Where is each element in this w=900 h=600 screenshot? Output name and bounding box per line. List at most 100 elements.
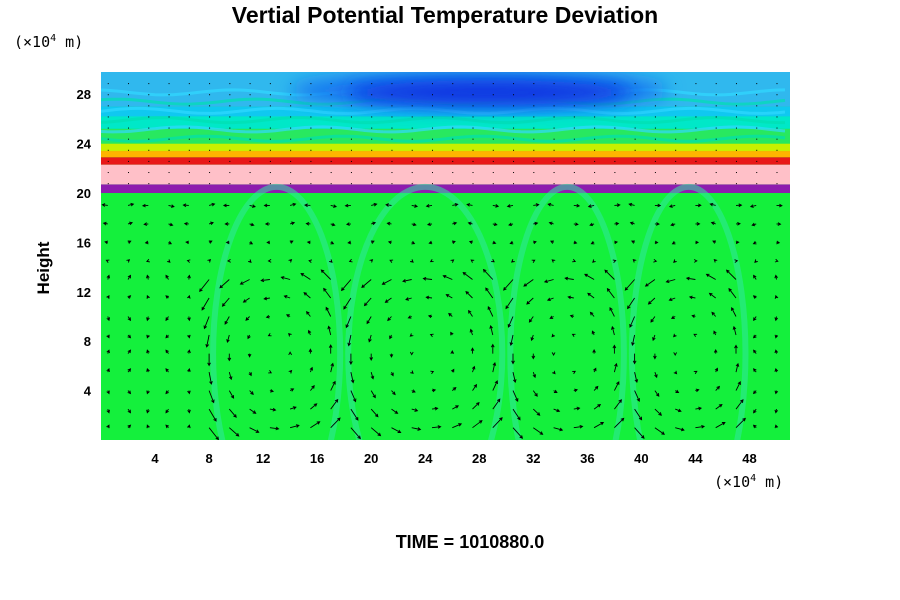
wind-arrow (624, 279, 635, 291)
wind-dot (209, 83, 211, 85)
wind-arrow (409, 351, 414, 356)
wind-arrow (728, 287, 737, 299)
wind-dot (128, 160, 130, 162)
wind-arrow (428, 240, 433, 245)
wind-arrow (106, 316, 111, 322)
wind-arrow (106, 294, 110, 299)
wind-arrow (507, 316, 514, 328)
wind-arrow (774, 274, 778, 280)
temperature-layer (101, 164, 790, 185)
wind-arrow (532, 371, 537, 379)
wind-dot (756, 138, 758, 140)
wind-arrow (219, 279, 230, 289)
wind-arrow (390, 371, 394, 377)
wind-arrow (330, 362, 335, 373)
wind-arrow (550, 240, 554, 244)
wind-dot (472, 160, 474, 162)
wind-dot (614, 160, 616, 162)
wind-dot (168, 160, 170, 162)
wind-arrow (165, 368, 169, 373)
wind-arrow (201, 297, 210, 311)
wind-arrow (611, 325, 615, 336)
wind-dot (715, 160, 717, 162)
wind-arrow (350, 390, 357, 403)
wind-arrow (735, 362, 740, 373)
wind-dot (249, 160, 251, 162)
wind-dot (188, 138, 190, 140)
wind-arrow (462, 271, 473, 280)
wind-dot (431, 149, 433, 151)
wind-dot (553, 138, 555, 140)
wind-dot (452, 127, 454, 129)
wind-arrow (705, 273, 716, 280)
wind-dot (330, 94, 332, 96)
wind-arrow (450, 331, 454, 336)
wind-dot (290, 160, 292, 162)
wind-arrow (532, 390, 538, 397)
wind-dot (492, 160, 494, 162)
wind-arrow (226, 334, 230, 344)
wind-arrow (146, 349, 150, 354)
wind-dot (513, 138, 515, 140)
wind-arrow (629, 316, 636, 328)
wind-arrow (668, 297, 676, 302)
wind-dot (229, 183, 231, 185)
wind-dot (573, 138, 575, 140)
wind-arrow (427, 314, 433, 319)
wind-arrow (714, 367, 719, 373)
wave-stripe (101, 106, 786, 115)
wind-dot (107, 138, 109, 140)
wind-arrow (126, 259, 131, 263)
wind-dot (371, 138, 373, 140)
wind-dot (371, 172, 373, 174)
wave-stripe (101, 125, 786, 134)
wind-arrow (591, 330, 596, 336)
wind-arrow (264, 222, 270, 226)
wind-arrow (553, 427, 564, 432)
wind-arrow (368, 334, 372, 343)
wind-arrow (752, 390, 757, 395)
wind-arrow (146, 424, 150, 429)
x-tick-label: 40 (634, 451, 648, 466)
wind-arrow (186, 259, 191, 263)
wind-arrow (668, 204, 676, 208)
wind-dot (371, 183, 373, 185)
wind-arrow (225, 240, 230, 245)
wind-arrow (187, 316, 191, 322)
wind-arrow (389, 334, 393, 340)
wind-dot (472, 127, 474, 129)
wind-arrow (506, 204, 514, 208)
wind-arrow (465, 290, 473, 299)
wind-arrow (208, 240, 213, 244)
wind-arrow (101, 203, 108, 207)
wind-arrow (345, 222, 351, 226)
wind-arrow (127, 295, 132, 299)
wind-dot (735, 172, 737, 174)
y-tick-label: 4 (84, 384, 92, 399)
wind-arrow (731, 306, 737, 317)
wind-dot (330, 116, 332, 118)
wind-arrow (492, 240, 497, 245)
temperature-layer (101, 157, 790, 165)
wind-arrow (526, 297, 534, 305)
wind-arrow (492, 417, 503, 429)
wind-arrow (350, 427, 361, 440)
wind-arrow (593, 385, 599, 391)
wind-arrow (523, 279, 534, 287)
wind-arrow (590, 241, 595, 245)
wind-arrow (725, 269, 737, 280)
wind-dot (350, 160, 352, 162)
wind-dot (209, 127, 211, 129)
wind-arrow (754, 259, 758, 263)
wind-arrow (371, 221, 377, 226)
wind-arrow (671, 241, 676, 245)
wind-arrow (774, 424, 779, 429)
wind-arrow (429, 258, 434, 263)
wind-arrow (371, 202, 378, 207)
wind-dot (654, 138, 656, 140)
wind-arrow (467, 221, 473, 226)
wind-arrow (712, 240, 717, 244)
wind-arrow (183, 221, 189, 226)
wind-dot (756, 116, 758, 118)
wind-arrow (510, 259, 515, 263)
